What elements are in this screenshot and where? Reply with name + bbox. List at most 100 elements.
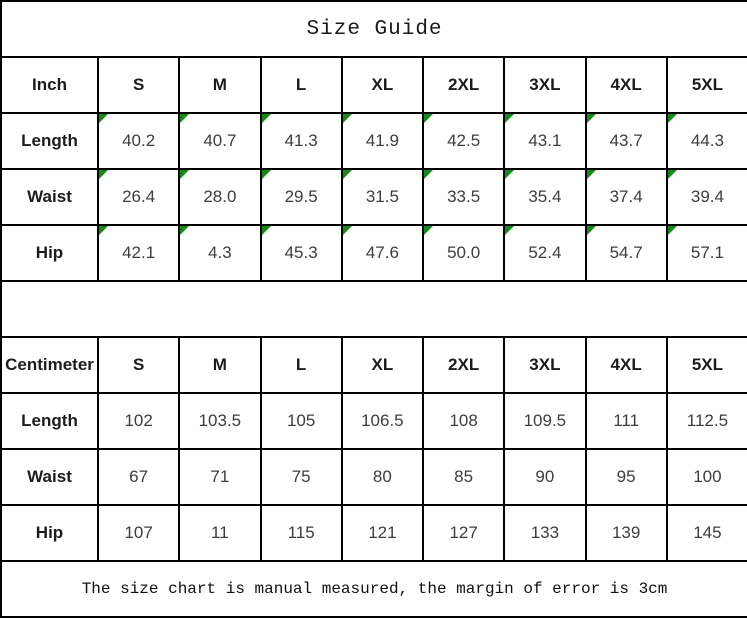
value-cell: 57.1	[665, 224, 747, 282]
error-indicator-icon	[262, 115, 271, 123]
error-indicator-icon	[587, 171, 596, 179]
value-cell: 26.4	[96, 168, 181, 226]
error-indicator-icon	[587, 227, 596, 235]
measurement-row-centimeter-waist: Waist 67 71 75 80 85 90 95 100	[0, 448, 747, 506]
value-cell: 45.3	[259, 224, 343, 282]
value-cell: 44.3	[665, 112, 747, 170]
error-indicator-icon	[181, 227, 190, 235]
value-cell: 108	[421, 392, 506, 450]
value-cell: 28.0	[178, 168, 262, 226]
row-label-cell: Length	[0, 392, 99, 450]
value-cell: 37.4	[584, 168, 668, 226]
size-header-row-inch: Inch S M L XL 2XL 3XL 4XL 5XL	[0, 56, 747, 114]
size-header-cell: M	[178, 336, 262, 394]
value-cell: 31.5	[340, 168, 425, 226]
value-cell: 107	[96, 504, 181, 562]
error-indicator-icon	[425, 171, 433, 179]
value-cell: 121	[340, 504, 425, 562]
value-cell: 41.3	[259, 112, 343, 170]
size-header-cell: L	[259, 56, 343, 114]
size-header-cell: S	[96, 56, 181, 114]
value-cell: 41.9	[340, 112, 425, 170]
size-header-cell: M	[178, 56, 262, 114]
error-indicator-icon	[506, 171, 515, 179]
error-indicator-icon	[343, 115, 352, 123]
value-cell: 80	[340, 448, 425, 506]
size-header-cell: 2XL	[421, 56, 506, 114]
error-indicator-icon	[506, 115, 515, 123]
gap-cell	[0, 280, 747, 338]
error-indicator-icon	[343, 171, 352, 179]
page-title: Size Guide	[0, 0, 747, 58]
size-header-cell: 3XL	[503, 336, 587, 394]
value-cell: 52.4	[503, 224, 587, 282]
size-header-cell: XL	[340, 336, 425, 394]
value-cell: 42.5	[421, 112, 506, 170]
title-row: Size Guide	[0, 0, 747, 58]
value-cell: 29.5	[259, 168, 343, 226]
size-header-cell: S	[96, 336, 181, 394]
value-cell: 100	[665, 448, 747, 506]
size-header-cell: XL	[340, 56, 425, 114]
value-cell: 95	[584, 448, 668, 506]
value-cell: 42.1	[96, 224, 181, 282]
value-cell: 115	[259, 504, 343, 562]
value-cell: 90	[503, 448, 587, 506]
value-cell: 145	[665, 504, 747, 562]
footer-note: The size chart is manual measured, the m…	[0, 560, 747, 618]
error-indicator-icon	[343, 227, 352, 235]
unit-label-centimeter: Centimeter	[0, 336, 99, 394]
value-cell: 67	[96, 448, 181, 506]
value-cell: 133	[503, 504, 587, 562]
error-indicator-icon	[668, 227, 677, 235]
size-header-cell: 5XL	[665, 56, 747, 114]
size-header-cell: 2XL	[421, 336, 506, 394]
error-indicator-icon	[181, 171, 190, 179]
measurement-row-inch-waist: Waist 26.4 28.0 29.5 31.5 33.5 35.4 37.4 39.4	[0, 168, 747, 226]
error-indicator-icon	[587, 115, 596, 123]
value-cell: 40.2	[96, 112, 181, 170]
value-cell: 106.5	[340, 392, 425, 450]
footer-row: The size chart is manual measured, the m…	[0, 560, 747, 618]
error-indicator-icon	[506, 227, 515, 235]
error-indicator-icon	[100, 115, 108, 123]
value-cell: 39.4	[665, 168, 747, 226]
size-header-row-centimeter: Centimeter S M L XL 2XL 3XL 4XL 5XL	[0, 336, 747, 394]
row-label-cell: Hip	[0, 224, 99, 282]
measurement-row-centimeter-hip: Hip 107 11 115 121 127 133 139 145	[0, 504, 747, 562]
row-label-cell: Length	[0, 112, 99, 170]
measurement-row-centimeter-length: Length 102 103.5 105 106.5 108 109.5 111 112.5	[0, 392, 747, 450]
error-indicator-icon	[100, 171, 108, 179]
error-indicator-icon	[668, 171, 677, 179]
value-cell: 109.5	[503, 392, 587, 450]
value-cell: 43.1	[503, 112, 587, 170]
value-cell: 40.7	[178, 112, 262, 170]
value-cell: 75	[259, 448, 343, 506]
value-cell: 33.5	[421, 168, 506, 226]
row-label-cell: Hip	[0, 504, 99, 562]
error-indicator-icon	[181, 115, 190, 123]
size-header-cell: 4XL	[584, 56, 668, 114]
value-cell: 4.3	[178, 224, 262, 282]
error-indicator-icon	[262, 227, 271, 235]
row-label-cell: Waist	[0, 448, 99, 506]
value-cell: 139	[584, 504, 668, 562]
size-header-cell: 5XL	[665, 336, 747, 394]
value-cell: 35.4	[503, 168, 587, 226]
error-indicator-icon	[425, 115, 433, 123]
error-indicator-icon	[262, 171, 271, 179]
unit-label-inch: Inch	[0, 56, 99, 114]
error-indicator-icon	[668, 115, 677, 123]
value-cell: 47.6	[340, 224, 425, 282]
error-indicator-icon	[100, 227, 108, 235]
value-cell: 102	[96, 392, 181, 450]
value-cell: 50.0	[421, 224, 506, 282]
value-cell: 103.5	[178, 392, 262, 450]
size-header-cell: 3XL	[503, 56, 587, 114]
measurement-row-inch-length: Length 40.2 40.7 41.3 41.9 42.5 43.1 43.7 44.3	[0, 112, 747, 170]
error-indicator-icon	[425, 227, 433, 235]
value-cell: 11	[178, 504, 262, 562]
value-cell: 111	[584, 392, 668, 450]
